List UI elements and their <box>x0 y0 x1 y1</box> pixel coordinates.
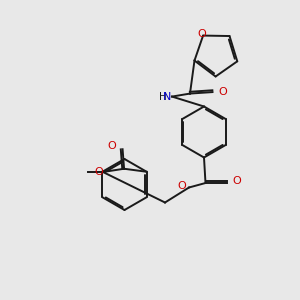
Text: O: O <box>197 29 206 39</box>
Text: O: O <box>232 176 241 187</box>
Text: O: O <box>107 141 116 151</box>
Text: N: N <box>163 92 171 102</box>
Text: H: H <box>159 92 167 102</box>
Text: O: O <box>218 87 226 97</box>
Text: O: O <box>178 181 187 191</box>
Text: O: O <box>94 167 103 177</box>
